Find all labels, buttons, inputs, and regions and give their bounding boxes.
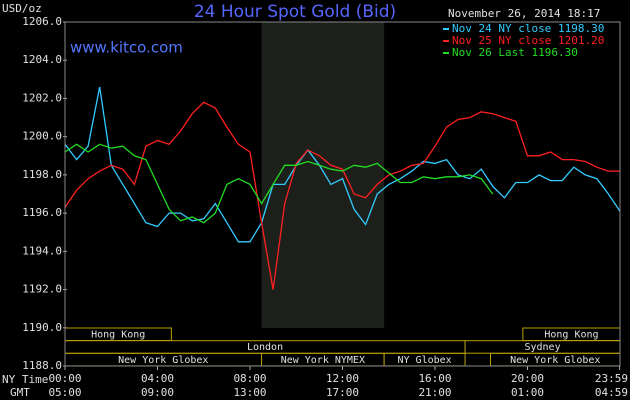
series-line	[64, 101, 620, 290]
x-tick-label: 08:00	[233, 372, 266, 385]
session-label: NY Globex	[398, 355, 452, 366]
x-tick-label: 16:00	[418, 372, 451, 385]
session-label: London	[247, 342, 283, 353]
session-label: New York NYMEX	[281, 355, 365, 366]
x-tick-label-gmt: 01:00	[511, 386, 544, 399]
y-axis-label: USD/oz	[2, 2, 42, 15]
x-tick-label-gmt: 05:00	[48, 386, 81, 399]
x-row-label: NY Time	[2, 373, 48, 386]
shaded-session	[261, 22, 385, 328]
series-line	[64, 143, 494, 224]
x-tick-label-gmt: 17:00	[326, 386, 359, 399]
legend-entry: Nov 25 NY close 1201.20	[452, 34, 604, 47]
legend-entry: Nov 26 Last 1196.30	[452, 46, 578, 59]
x-tick-label: 04:00	[141, 372, 174, 385]
y-tick-label: 1194.0	[22, 244, 62, 257]
x-tick-label-gmt: 04:59	[595, 386, 628, 399]
x-tick-label: 23:59	[595, 372, 628, 385]
y-tick-label: 1188.0	[22, 359, 62, 372]
x-row-label: GMT	[10, 386, 30, 399]
x-tick-label-gmt: 13:00	[233, 386, 266, 399]
y-tick-label: 1204.0	[22, 53, 62, 66]
y-tick-label: 1192.0	[22, 283, 62, 296]
y-tick-label: 1206.0	[22, 15, 62, 28]
x-tick-label-gmt: 09:00	[141, 386, 174, 399]
y-tick-label: 1200.0	[22, 130, 62, 143]
timestamp: November 26, 2014 18:17	[448, 7, 600, 20]
session-label: New York Globex	[510, 355, 600, 366]
x-tick-label: 12:00	[326, 372, 359, 385]
chart-title: 24 Hour Spot Gold (Bid)	[194, 2, 396, 22]
legend-entry: Nov 24 NY close 1198.30	[452, 22, 604, 35]
session-label: New York Globex	[118, 355, 208, 366]
x-tick-label-gmt: 21:00	[418, 386, 451, 399]
y-tick-label: 1196.0	[22, 206, 62, 219]
session-label: Sydney	[524, 342, 560, 353]
session-label: Hong Kong	[91, 330, 145, 341]
session-label: Hong Kong	[544, 330, 598, 341]
y-tick-label: 1198.0	[22, 168, 62, 181]
x-tick-label: 20:00	[511, 372, 544, 385]
x-tick-label: 00:00	[48, 372, 81, 385]
plot-frame	[64, 21, 621, 367]
series-line	[64, 86, 621, 243]
y-tick-label: 1190.0	[22, 321, 62, 334]
y-tick-label: 1202.0	[22, 91, 62, 104]
watermark: www.kitco.com	[70, 39, 183, 57]
